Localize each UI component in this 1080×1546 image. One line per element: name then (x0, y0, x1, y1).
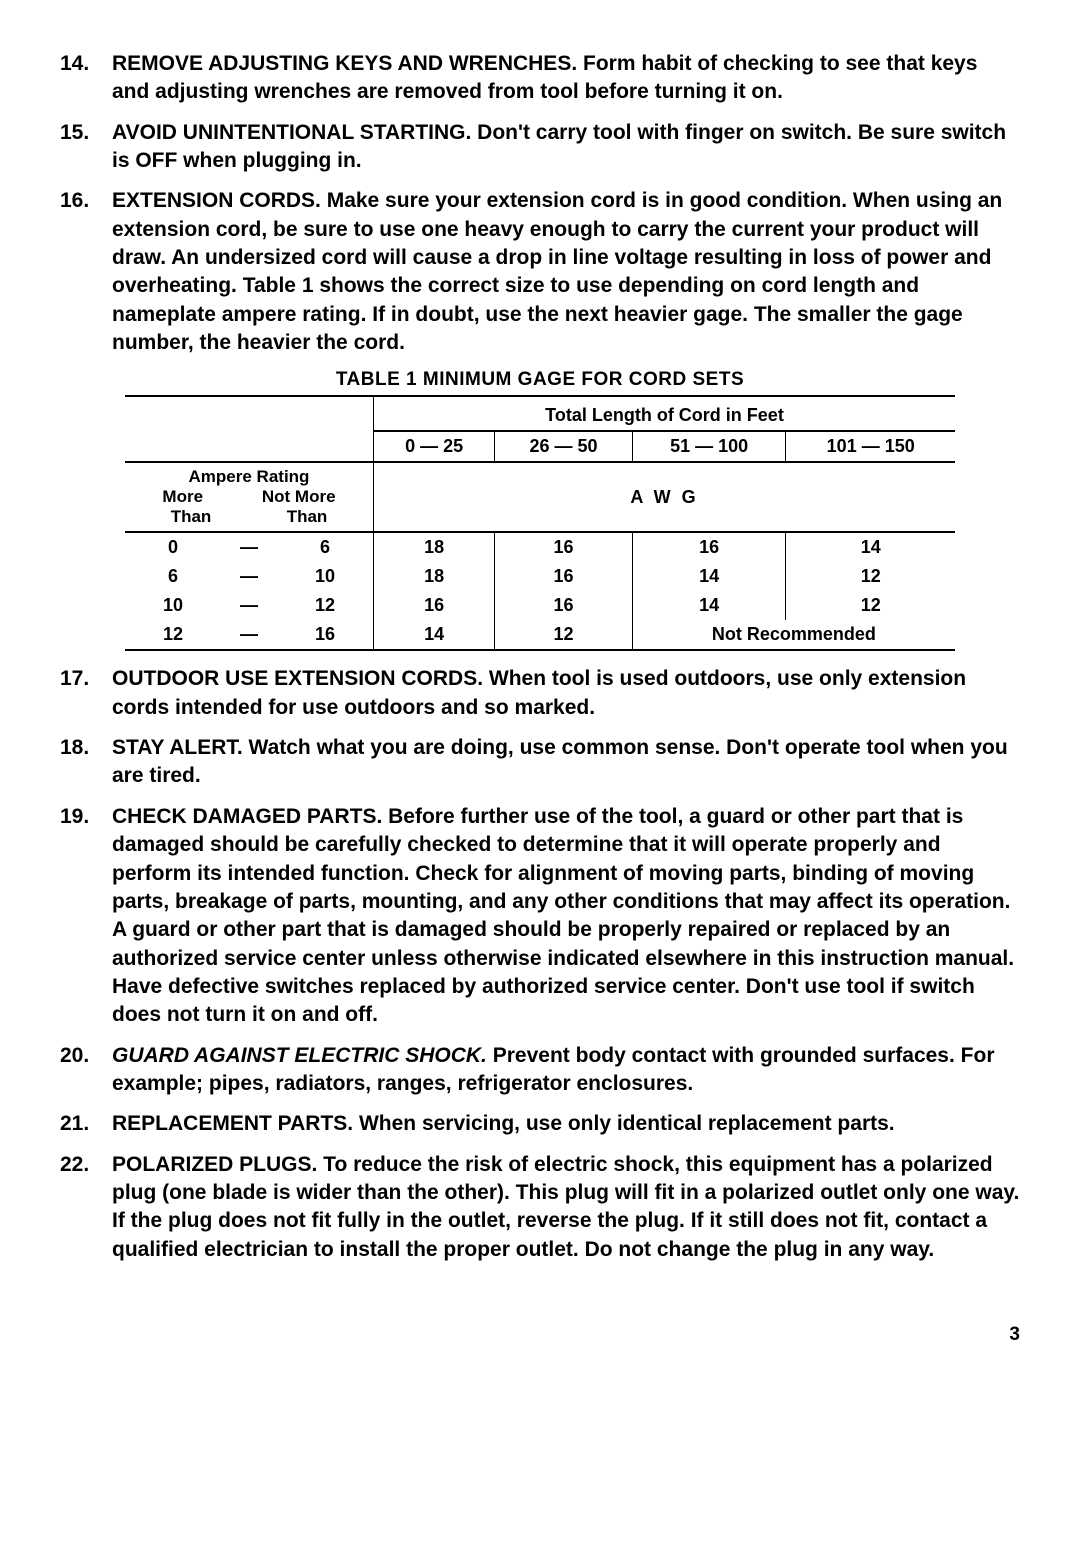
awg-header: A W G (374, 462, 956, 532)
dash: — (221, 591, 277, 620)
awg-val: 12 (786, 562, 955, 591)
list-item-14: 14. REMOVE ADJUSTING KEYS AND WRENCHES. … (60, 50, 1020, 107)
awg-val: 16 (374, 591, 495, 620)
not-recommended: Not Recommended (632, 620, 955, 650)
item-text: STAY ALERT. Watch what you are doing, us… (112, 734, 1020, 791)
list-item-16: 16. EXTENSION CORDS. Make sure your exte… (60, 187, 1020, 357)
amp-more: 10 (125, 591, 221, 620)
awg-val: 16 (495, 562, 632, 591)
more-label: More (162, 487, 203, 507)
list-item-15: 15. AVOID UNINTENTIONAL STARTING. Don't … (60, 119, 1020, 176)
dash: — (221, 562, 277, 591)
item-number: 15. (60, 119, 112, 176)
list-item-22: 22. POLARIZED PLUGS. To reduce the risk … (60, 1151, 1020, 1264)
amp-more: 0 (125, 532, 221, 562)
col-range-1: 0 — 25 (374, 431, 495, 462)
dash: — (221, 532, 277, 562)
than-label-1: Than (171, 507, 212, 527)
awg-val: 14 (786, 532, 955, 562)
awg-val: 14 (374, 620, 495, 650)
awg-val: 12 (495, 620, 632, 650)
list-item-19: 19. CHECK DAMAGED PARTS. Before further … (60, 803, 1020, 1030)
item-text: OUTDOOR USE EXTENSION CORDS. When tool i… (112, 665, 1020, 722)
item-text: REPLACEMENT PARTS. When servicing, use o… (112, 1110, 1020, 1138)
list-item-21: 21. REPLACEMENT PARTS. When servicing, u… (60, 1110, 1020, 1138)
not-more-label: Not More (262, 487, 336, 507)
dash: — (221, 620, 277, 650)
item-text: AVOID UNINTENTIONAL STARTING. Don't carr… (112, 119, 1020, 176)
awg-val: 14 (632, 591, 786, 620)
awg-val: 16 (632, 532, 786, 562)
amp-notmore: 16 (277, 620, 374, 650)
awg-val: 12 (786, 591, 955, 620)
item-number: 16. (60, 187, 112, 357)
item-text: CHECK DAMAGED PARTS. Before further use … (112, 803, 1020, 1030)
ampere-rating-header: Ampere Rating More Not More Than Than (125, 462, 374, 532)
list-item-20: 20. GUARD AGAINST ELECTRIC SHOCK. Preven… (60, 1042, 1020, 1099)
item-text: POLARIZED PLUGS. To reduce the risk of e… (112, 1151, 1020, 1264)
col-range-4: 101 — 150 (786, 431, 955, 462)
than-label-2: Than (287, 507, 328, 527)
amp-more: 6 (125, 562, 221, 591)
header-total-length: Total Length of Cord in Feet (374, 396, 956, 431)
item-text: EXTENSION CORDS. Make sure your extensio… (112, 187, 1020, 357)
list-item-17: 17. OUTDOOR USE EXTENSION CORDS. When to… (60, 665, 1020, 722)
ampere-rating-label: Ampere Rating (133, 467, 365, 487)
list-item-18: 18. STAY ALERT. Watch what you are doing… (60, 734, 1020, 791)
item-number: 21. (60, 1110, 112, 1138)
awg-val: 18 (374, 532, 495, 562)
awg-val: 16 (495, 591, 632, 620)
awg-val: 16 (495, 532, 632, 562)
awg-val: 18 (374, 562, 495, 591)
item-number: 22. (60, 1151, 112, 1264)
item-text: REMOVE ADJUSTING KEYS AND WRENCHES. Form… (112, 50, 1020, 107)
amp-notmore: 6 (277, 532, 374, 562)
amp-more: 12 (125, 620, 221, 650)
col-range-2: 26 — 50 (495, 431, 632, 462)
cord-gage-table: Total Length of Cord in Feet 0 — 25 26 —… (125, 395, 955, 651)
col-range-3: 51 — 100 (632, 431, 786, 462)
item-number: 14. (60, 50, 112, 107)
amp-notmore: 12 (277, 591, 374, 620)
amp-notmore: 10 (277, 562, 374, 591)
item-lead-italic: GUARD AGAINST ELECTRIC SHOCK. (112, 1044, 487, 1067)
item-number: 20. (60, 1042, 112, 1099)
item-text: GUARD AGAINST ELECTRIC SHOCK. Prevent bo… (112, 1042, 1020, 1099)
table-title: TABLE 1 MINIMUM GAGE FOR CORD SETS (60, 369, 1020, 391)
item-number: 18. (60, 734, 112, 791)
item-number: 17. (60, 665, 112, 722)
page-number: 3 (60, 1324, 1020, 1346)
awg-val: 14 (632, 562, 786, 591)
item-number: 19. (60, 803, 112, 1030)
